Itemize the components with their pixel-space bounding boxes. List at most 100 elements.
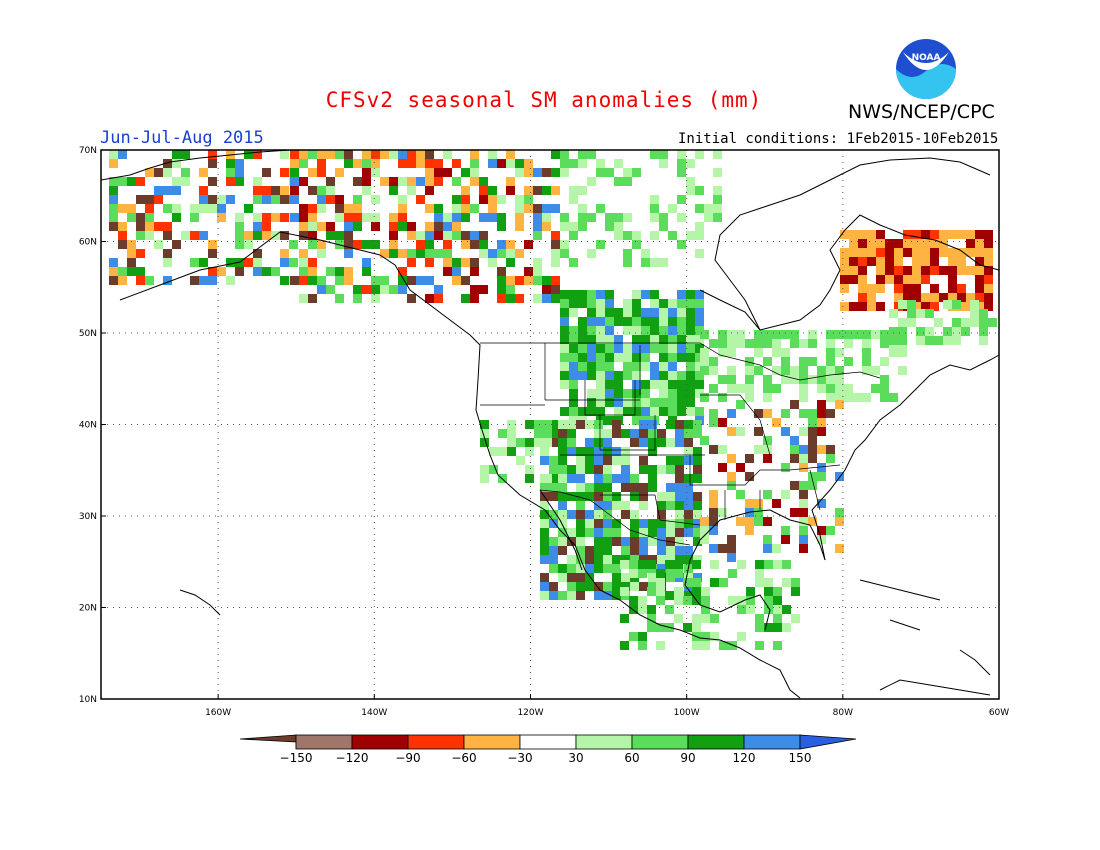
- anomaly-cell: [542, 168, 551, 177]
- anomaly-cell: [507, 447, 516, 456]
- anomaly-cell: [344, 159, 353, 168]
- colorbar-bin: [687, 734, 745, 750]
- anomaly-cell: [612, 519, 621, 528]
- anomaly-cell: [190, 213, 199, 222]
- anomaly-cell: [695, 371, 704, 380]
- anomaly-cell: [858, 275, 867, 284]
- anomaly-cell: [639, 528, 648, 537]
- anomaly-cell: [898, 327, 907, 336]
- anomaly-cell: [558, 591, 567, 600]
- anomaly-cell: [567, 555, 576, 564]
- anomaly-cell: [693, 474, 702, 483]
- anomaly-cell: [876, 230, 885, 239]
- anomaly-cell: [659, 380, 668, 389]
- anomaly-cell: [605, 389, 614, 398]
- anomaly-cell: [763, 535, 772, 544]
- anomaly-cell: [862, 357, 871, 366]
- anomaly-cell: [889, 309, 898, 318]
- anomaly-cell: [885, 257, 894, 266]
- colorbar-low-arrow: [239, 734, 297, 749]
- anomaly-cell: [835, 400, 844, 409]
- anomaly-cell: [603, 591, 612, 600]
- anomaly-cell: [666, 591, 675, 600]
- anomaly-cell: [912, 239, 921, 248]
- anomaly-cell: [894, 284, 903, 293]
- anomaly-cell: [560, 168, 569, 177]
- anomaly-cell: [524, 195, 533, 204]
- anomaly-cell: [763, 409, 772, 418]
- anomaly-cell: [253, 231, 262, 240]
- anomaly-cell: [576, 447, 585, 456]
- anomaly-cell: [507, 438, 516, 447]
- anomaly-cell: [695, 353, 704, 362]
- anomaly-cell: [488, 150, 497, 159]
- anomaly-cell: [939, 248, 948, 257]
- anomaly-cell: [684, 510, 693, 519]
- anomaly-cell: [704, 213, 713, 222]
- anomaly-cell: [894, 275, 903, 284]
- anomaly-cell: [763, 490, 772, 499]
- anomaly-cell: [585, 573, 594, 582]
- anomaly-cell: [199, 204, 208, 213]
- anomaly-cell: [452, 258, 461, 267]
- anomaly-cell: [772, 339, 781, 348]
- anomaly-cell: [576, 465, 585, 474]
- anomaly-cell: [659, 353, 668, 362]
- anomaly-cell: [371, 159, 380, 168]
- anomaly-cell: [540, 510, 549, 519]
- anomaly-cell: [975, 248, 984, 257]
- anomaly-cell: [145, 276, 154, 285]
- anomaly-cell: [773, 587, 782, 596]
- anomaly-cell: [145, 231, 154, 240]
- anomaly-cell: [253, 177, 262, 186]
- anomaly-cell: [799, 454, 808, 463]
- anomaly-cell: [903, 275, 912, 284]
- anomaly-cell: [826, 384, 835, 393]
- anomaly-cell: [208, 267, 217, 276]
- anomaly-cell: [700, 393, 709, 402]
- anomaly-cell: [709, 409, 718, 418]
- anomaly-cell: [677, 407, 686, 416]
- anomaly-cell: [620, 560, 629, 569]
- anomaly-cell: [594, 438, 603, 447]
- anomaly-cell: [425, 177, 434, 186]
- anomaly-cell: [443, 231, 452, 240]
- anomaly-cell: [569, 308, 578, 317]
- anomaly-cell: [674, 560, 683, 569]
- anomaly-cell: [876, 257, 885, 266]
- anomaly-cell: [916, 327, 925, 336]
- anomaly-cell: [666, 438, 675, 447]
- anomaly-cell: [362, 159, 371, 168]
- anomaly-cell: [858, 257, 867, 266]
- lat-tick-label: 60N: [79, 238, 97, 248]
- anomaly-cell: [498, 447, 507, 456]
- anomaly-cell: [235, 267, 244, 276]
- anomaly-cell: [605, 353, 614, 362]
- anomaly-cell: [894, 257, 903, 266]
- anomaly-cell: [957, 248, 966, 257]
- anomaly-cell: [693, 537, 702, 546]
- anomaly-cell: [262, 195, 271, 204]
- anomaly-cell: [773, 605, 782, 614]
- lon-tick-label: 140W: [361, 708, 387, 718]
- anomaly-cell: [524, 168, 533, 177]
- anomaly-cell: [826, 348, 835, 357]
- anomaly-cell: [434, 159, 443, 168]
- anomaly-cell: [145, 168, 154, 177]
- colorbar-tick-label: −150: [280, 751, 313, 765]
- anomaly-cell: [470, 294, 479, 303]
- anomaly-cell: [790, 339, 799, 348]
- anomaly-cell: [587, 344, 596, 353]
- anomaly-cell: [371, 222, 380, 231]
- anomaly-cell: [745, 526, 754, 535]
- anomaly-cell: [540, 573, 549, 582]
- anomaly-cell: [585, 465, 594, 474]
- anomaly-cell: [907, 318, 916, 327]
- anomaly-cell: [695, 290, 704, 299]
- anomaly-cell: [693, 573, 702, 582]
- anomaly-cell: [425, 186, 434, 195]
- anomaly-cell: [754, 445, 763, 454]
- anomaly-cell: [326, 195, 335, 204]
- anomaly-cell: [434, 168, 443, 177]
- colorbar-bin: [463, 734, 521, 750]
